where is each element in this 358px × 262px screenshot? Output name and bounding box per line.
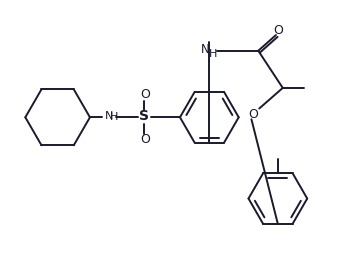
Text: O: O: [140, 88, 150, 101]
Text: O: O: [273, 24, 283, 37]
Text: H: H: [110, 112, 118, 122]
Text: N: N: [105, 111, 113, 121]
Text: S: S: [139, 109, 149, 123]
Text: N: N: [201, 43, 210, 56]
Text: O: O: [140, 133, 150, 146]
Text: O: O: [248, 108, 258, 121]
Text: H: H: [209, 49, 217, 59]
